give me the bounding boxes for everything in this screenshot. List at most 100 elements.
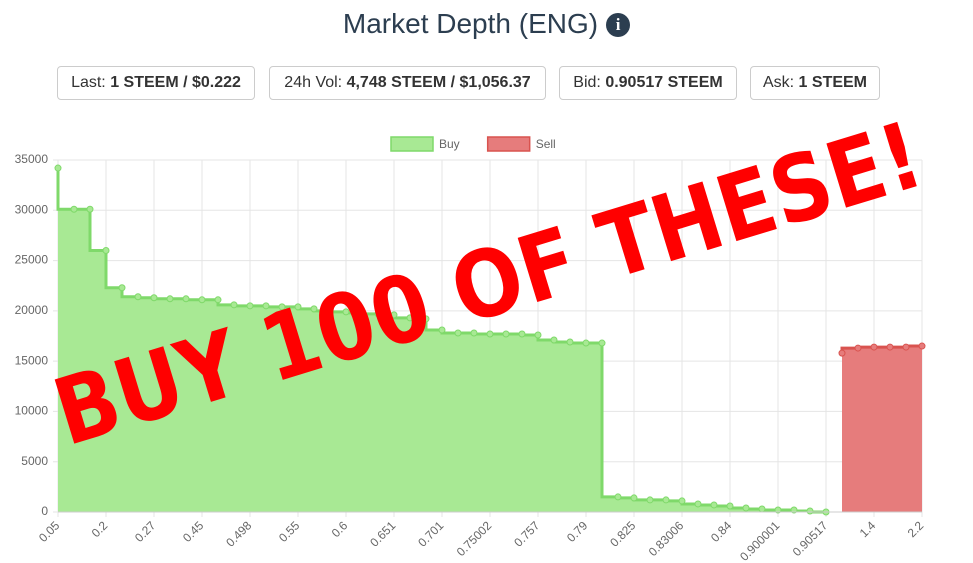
area-step (346, 312, 362, 512)
stat-value: 0.90517 STEEM (605, 74, 723, 91)
title-text: Market Depth (ENG) (342, 8, 599, 39)
point (758, 505, 766, 513)
y-tick-label: 20000 (15, 303, 49, 317)
x-tick-label: 0.45 (180, 518, 207, 545)
legend-swatch (486, 136, 531, 152)
point (486, 330, 494, 338)
stat-value: 1 STEEM / $0.222 (110, 74, 241, 91)
area-step (474, 333, 490, 512)
point (886, 343, 894, 351)
area-step (602, 496, 618, 512)
point (342, 308, 350, 316)
x-tick-label: 1.4 (857, 518, 879, 540)
area-step (426, 329, 442, 512)
point (710, 501, 718, 509)
point (454, 329, 462, 337)
info-icon[interactable]: i (606, 13, 631, 37)
stat-box: Bid: 0.90517 STEEM (559, 66, 737, 100)
stat-label: Ask: (762, 74, 795, 91)
point (630, 494, 638, 502)
y-tick-label: 10000 (15, 404, 49, 418)
area-step (330, 311, 346, 512)
stat-box: 24h Vol: 4,748 STEEM / $1,056.37 (269, 66, 546, 100)
stat-label: 24h Vol: (284, 74, 343, 91)
point (742, 504, 750, 512)
point (534, 331, 542, 339)
area-step (282, 306, 298, 512)
point (662, 496, 670, 504)
title: Market Depth (ENG) i (0, 8, 973, 40)
area-step (106, 287, 122, 512)
legend-label: Buy (439, 137, 460, 151)
point (870, 343, 878, 351)
x-tick-label: 0.900001 (737, 518, 783, 563)
stat-label: Last: (71, 74, 106, 91)
point (230, 301, 238, 309)
x-tick-label: 0.83006 (646, 518, 687, 559)
point (902, 343, 910, 351)
point (582, 339, 590, 347)
area-step (250, 305, 266, 512)
point (374, 310, 382, 318)
x-tick-label: 0.498 (223, 518, 254, 549)
area-step (490, 333, 506, 512)
x-tick-label: 0.79 (564, 518, 591, 545)
point (726, 502, 734, 510)
point (806, 507, 814, 515)
area-step (570, 343, 586, 512)
x-tick-label: 0.05 (36, 518, 63, 545)
area-step (906, 346, 922, 512)
area-step (714, 505, 730, 512)
area-step (266, 306, 282, 512)
point (566, 338, 574, 346)
point (150, 294, 158, 302)
point (134, 293, 142, 301)
point (422, 315, 430, 323)
stat-value: 1 STEEM (798, 74, 868, 91)
point (118, 284, 126, 292)
y-tick-label: 25000 (15, 253, 49, 267)
point (198, 296, 206, 304)
point (774, 506, 782, 514)
area-step (298, 308, 314, 512)
point (326, 307, 334, 315)
stat-box: Ask: 1 STEEM (750, 66, 880, 100)
point (166, 295, 174, 303)
point (854, 344, 862, 352)
area-step (618, 497, 634, 512)
x-tick-label: 0.757 (511, 518, 542, 549)
x-tick-label: 2.2 (905, 518, 927, 540)
point (614, 493, 622, 501)
area-step (650, 499, 666, 512)
area-step (362, 313, 378, 512)
point (790, 506, 798, 514)
y-tick-label: 15000 (15, 353, 49, 367)
area-step (522, 334, 538, 512)
x-tick-label: 0.84 (708, 518, 735, 545)
x-tick-label: 0.6 (329, 518, 351, 540)
x-tick-label: 0.701 (415, 518, 446, 549)
x-tick-label: 0.90517 (790, 518, 831, 559)
area-step (554, 342, 570, 512)
y-tick-label: 5000 (21, 454, 48, 468)
x-tick-label: 0.825 (607, 518, 638, 549)
area-step (394, 317, 410, 512)
area-step (682, 503, 698, 512)
x-tick-label: 0.55 (276, 518, 303, 545)
x-tick-label: 0.27 (132, 518, 159, 545)
area-step (378, 314, 394, 512)
area-step (842, 348, 858, 512)
stat-box: Last: 1 STEEM / $0.222 (57, 66, 255, 100)
point (598, 339, 606, 347)
point (390, 311, 398, 319)
area-step (202, 299, 218, 512)
area-step (442, 332, 458, 512)
area-step (234, 305, 250, 512)
y-tick-label: 0 (41, 504, 48, 518)
point (214, 296, 222, 304)
point (310, 305, 318, 313)
point (70, 205, 78, 213)
area-step (506, 333, 522, 512)
